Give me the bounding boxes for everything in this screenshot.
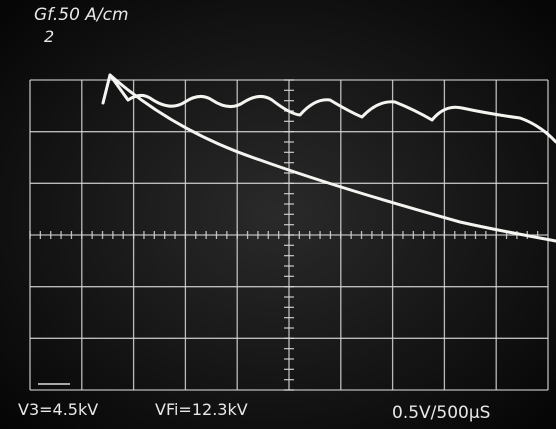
caption-title: Gf.50 A/cm <box>34 5 129 25</box>
caption-superscript: 2 <box>44 27 54 46</box>
screen <box>0 0 556 429</box>
footer-v3: V3=4.5kV <box>18 400 98 419</box>
footer-scale: 0.5V/500µS <box>392 403 490 423</box>
footer-vfi: VFi=12.3kV <box>155 400 248 419</box>
oscilloscope-photo: Gf.50 A/cm 2 V3=4.5kV VFi=12.3kV 0.5V/50… <box>0 0 556 429</box>
